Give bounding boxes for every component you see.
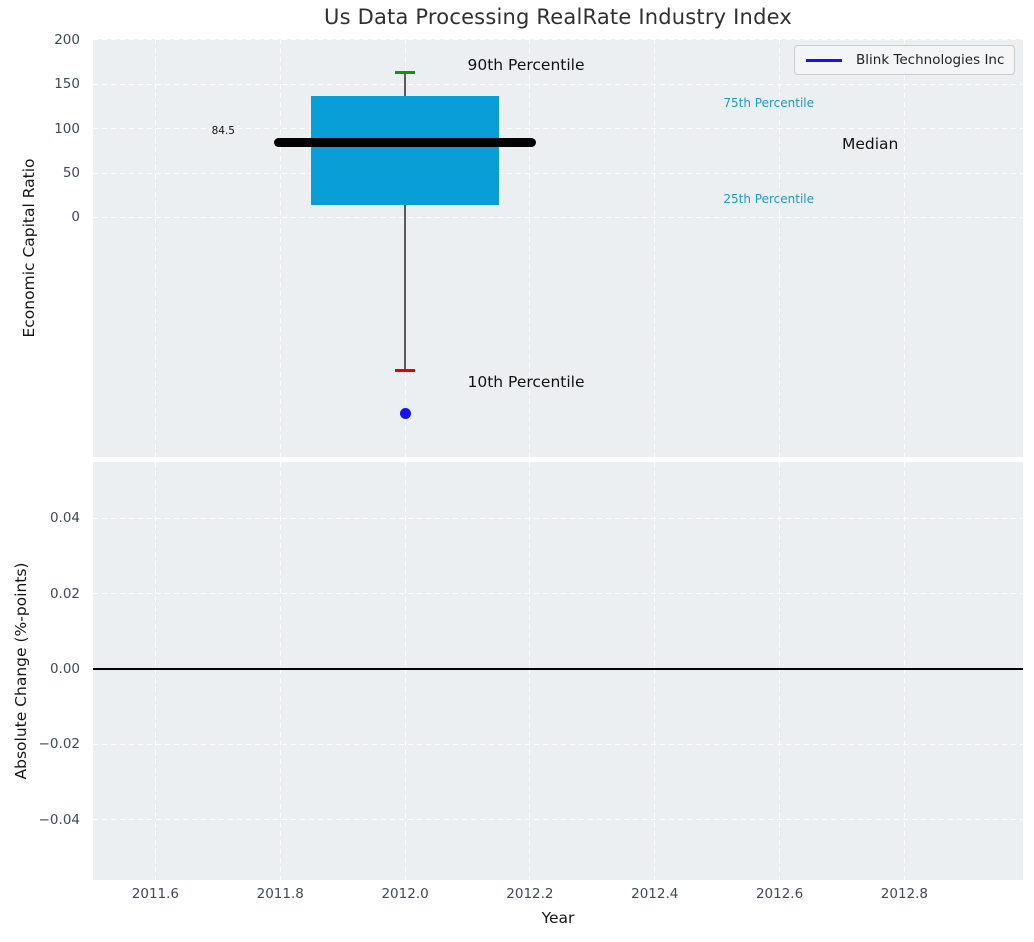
p10-cap — [395, 369, 416, 373]
x-gridline — [779, 462, 781, 880]
y-gridline — [93, 593, 1023, 595]
x-tick-label: 2011.6 — [131, 886, 180, 902]
p90-cap — [395, 71, 416, 75]
x-gridline — [154, 39, 156, 457]
x-axis-label: Year — [541, 909, 575, 927]
y-tick-label: 200 — [54, 31, 80, 48]
y-gridline — [93, 83, 1023, 85]
company-point — [399, 408, 411, 419]
legend-label: Blink Technologies Inc — [856, 52, 1005, 68]
y-tick-label: −0.02 — [38, 736, 80, 753]
annotation: 84.5 — [211, 125, 235, 138]
x-tick-label: 2012.0 — [381, 886, 429, 902]
bottom-axes — [93, 462, 1023, 880]
x-gridline — [903, 462, 905, 880]
x-gridline — [654, 39, 656, 457]
x-gridline — [529, 39, 531, 457]
x-gridline — [654, 462, 656, 880]
y-gridline — [93, 39, 1023, 41]
y-tick-label: 0.04 — [49, 510, 80, 527]
y-gridline — [93, 517, 1023, 519]
x-gridline — [529, 462, 531, 880]
annotation: 10th Percentile — [467, 372, 585, 391]
y-gridline — [93, 743, 1023, 745]
annotation: 75th Percentile — [723, 95, 814, 110]
x-gridline — [779, 39, 781, 457]
x-gridline — [404, 462, 406, 880]
x-tick-label: 2011.8 — [256, 886, 304, 902]
x-tick-label: 2012.4 — [631, 886, 679, 902]
zero-line — [93, 668, 1023, 671]
y-tick-label: 100 — [54, 120, 80, 137]
annotation: Median — [841, 134, 899, 153]
annotation: 90th Percentile — [467, 55, 585, 74]
y-tick-label: 0.00 — [49, 661, 80, 678]
median-line — [274, 137, 537, 147]
x-gridline — [279, 39, 281, 457]
legend-line-icon — [806, 58, 842, 62]
top-axes — [93, 39, 1023, 457]
annotation: 25th Percentile — [723, 191, 814, 206]
box-rect — [311, 95, 499, 205]
y-gridline — [93, 819, 1023, 821]
top-y-axis-label: Economic Capital Ratio — [20, 158, 38, 338]
whisker-line — [404, 72, 406, 371]
y-tick-label: 0.02 — [49, 585, 80, 602]
x-gridline — [903, 39, 905, 457]
y-tick-label: 0 — [71, 209, 80, 226]
x-gridline — [279, 462, 281, 880]
y-gridline — [93, 128, 1023, 130]
x-tick-label: 2012.6 — [755, 886, 804, 902]
x-tick-label: 2012.8 — [880, 886, 929, 902]
y-gridline — [93, 216, 1023, 218]
y-tick-label: 50 — [62, 165, 80, 181]
chart-title: Us Data Processing RealRate Industry Ind… — [324, 5, 792, 29]
x-tick-label: 2012.2 — [506, 886, 554, 902]
y-tick-label: −0.04 — [38, 811, 80, 828]
y-gridline — [93, 172, 1023, 174]
x-gridline — [154, 462, 156, 880]
y-tick-label: 150 — [54, 76, 80, 93]
legend: Blink Technologies Inc — [794, 45, 1015, 75]
